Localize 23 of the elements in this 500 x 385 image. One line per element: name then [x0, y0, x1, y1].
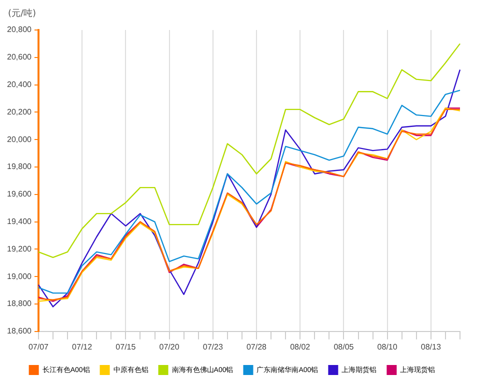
y-tick-label: 20,800: [7, 25, 32, 34]
y-tick-label: 19,600: [7, 190, 32, 199]
x-tick-label: 07/15: [116, 342, 136, 352]
y-tick-label: 20,600: [7, 52, 32, 62]
x-tick-label: 07/28: [246, 342, 268, 352]
x-tick-label: 07/12: [72, 342, 93, 352]
x-tick-label: 08/10: [377, 342, 398, 352]
y-tick-label: 19,400: [7, 217, 32, 226]
y-tick-label: 20,000: [7, 134, 32, 144]
y-tick-label: 19,000: [7, 272, 32, 281]
x-tick-label: 08/13: [420, 342, 442, 352]
y-tick-label: 18,800: [7, 299, 32, 308]
x-tick-label: 07/20: [159, 342, 180, 352]
y-tick-label: 20,200: [7, 107, 32, 116]
x-tick-label: 08/02: [290, 342, 311, 352]
y-tick-label: 19,200: [7, 244, 32, 254]
y-tick-label: 20,400: [7, 80, 32, 90]
y-tick-label: 19,800: [7, 162, 32, 172]
y-tick-label: 18,600: [7, 326, 32, 336]
x-tick-label: 08/05: [334, 342, 354, 352]
x-tick-label: 07/07: [28, 342, 50, 352]
y-axis-title: (元/吨): [8, 8, 36, 19]
x-tick-label: 07/23: [202, 342, 224, 352]
